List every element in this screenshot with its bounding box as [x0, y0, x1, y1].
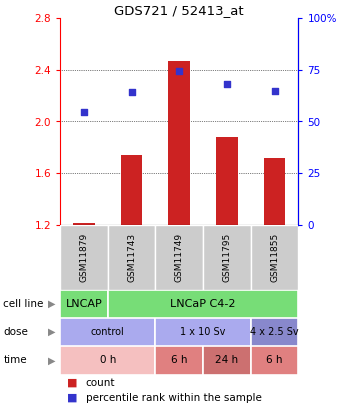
Bar: [60, 225, 108, 290]
Text: percentile rank within the sample: percentile rank within the sample: [86, 393, 262, 403]
Bar: [108, 290, 298, 318]
Bar: [73, 224, 95, 225]
Text: GSM11855: GSM11855: [270, 232, 279, 282]
Text: count: count: [86, 378, 115, 388]
Point: [224, 81, 230, 87]
Text: GSM11795: GSM11795: [222, 232, 232, 282]
Text: 6 h: 6 h: [171, 356, 188, 365]
Bar: [216, 137, 238, 225]
Text: ▶: ▶: [48, 299, 55, 309]
Text: GSM11879: GSM11879: [79, 232, 88, 282]
Bar: [108, 225, 155, 290]
Text: GSM11743: GSM11743: [127, 232, 136, 282]
Title: GDS721 / 52413_at: GDS721 / 52413_at: [115, 4, 244, 17]
Point: [81, 109, 86, 116]
Text: time: time: [3, 356, 27, 365]
Bar: [60, 346, 155, 375]
Point: [129, 89, 134, 95]
Text: cell line: cell line: [3, 299, 44, 309]
Bar: [60, 290, 108, 318]
Bar: [251, 225, 298, 290]
Text: GSM11749: GSM11749: [175, 232, 184, 282]
Text: ▶: ▶: [48, 356, 55, 365]
Text: LNCaP C4-2: LNCaP C4-2: [170, 299, 236, 309]
Text: 0 h: 0 h: [99, 356, 116, 365]
Text: control: control: [91, 327, 125, 337]
Bar: [251, 318, 298, 346]
Text: ▶: ▶: [48, 327, 55, 337]
Text: dose: dose: [3, 327, 28, 337]
Bar: [155, 318, 251, 346]
Text: 24 h: 24 h: [215, 356, 238, 365]
Bar: [121, 155, 142, 225]
Text: 6 h: 6 h: [266, 356, 283, 365]
Bar: [251, 346, 298, 375]
Bar: [203, 346, 251, 375]
Point: [272, 87, 277, 94]
Bar: [155, 346, 203, 375]
Bar: [168, 61, 190, 225]
Bar: [203, 225, 251, 290]
Bar: [264, 158, 285, 225]
Text: LNCAP: LNCAP: [66, 299, 102, 309]
Bar: [60, 318, 155, 346]
Bar: [155, 225, 203, 290]
Point: [177, 67, 182, 74]
Text: ■: ■: [67, 393, 78, 403]
Text: ■: ■: [67, 378, 78, 388]
Text: 1 x 10 Sv: 1 x 10 Sv: [180, 327, 226, 337]
Text: 4 x 2.5 Sv: 4 x 2.5 Sv: [250, 327, 299, 337]
